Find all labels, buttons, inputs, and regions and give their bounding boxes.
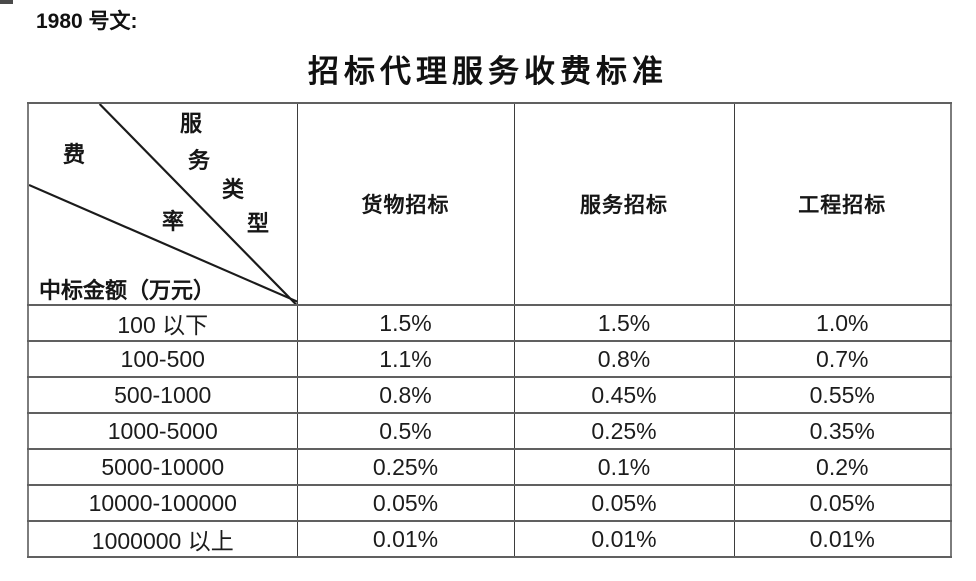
rate-value: 0.25% [513, 412, 735, 450]
table-row: 5000-10000 0.25% 0.1% 0.2% [27, 448, 952, 486]
table-row: 1000-5000 0.5% 0.25% 0.35% [27, 412, 952, 450]
table-corner-cell: 服 务 类 型 费 率 中标金额（万元） [27, 102, 298, 306]
row-label: 500-1000 [27, 376, 298, 414]
rate-value: 1.1% [296, 340, 515, 378]
rate-value: 0.01% [513, 520, 735, 558]
rate-value: 0.05% [733, 484, 952, 522]
column-header-goods: 货物招标 [296, 102, 515, 306]
diagonal-divider-lines [29, 105, 296, 303]
rate-value: 0.45% [513, 376, 735, 414]
corner-axis-char: 务 [188, 148, 211, 173]
page-title: 招标代理服务收费标准 [308, 54, 668, 89]
rate-value: 1.0% [733, 304, 952, 342]
rate-value: 0.5% [296, 412, 515, 450]
corner-axis-char: 率 [162, 209, 185, 234]
column-header-services: 服务招标 [513, 102, 735, 306]
rate-value: 0.25% [296, 448, 515, 486]
row-label: 1000000 以上 [27, 520, 298, 558]
row-label: 10000-100000 [27, 484, 298, 522]
column-header-engineering: 工程招标 [733, 102, 952, 306]
corner-axis-char: 费 [63, 142, 86, 167]
table-row: 1000000 以上 0.01% 0.01% 0.01% [27, 520, 952, 558]
row-label: 100-500 [27, 340, 298, 378]
rate-value: 0.05% [296, 484, 515, 522]
rate-value: 0.55% [733, 376, 952, 414]
rate-value: 0.01% [733, 520, 952, 558]
corner-axis-char: 类 [222, 177, 245, 202]
rate-value: 0.35% [733, 412, 952, 450]
rate-value: 0.05% [513, 484, 735, 522]
rate-value: 1.5% [296, 304, 515, 342]
corner-axis-char: 服 [180, 111, 203, 136]
rate-value: 1.5% [513, 304, 735, 342]
rate-value: 0.1% [513, 448, 735, 486]
page-edge-artifact [0, 0, 13, 4]
corner-axis-char: 型 [247, 211, 270, 236]
row-label: 5000-10000 [27, 448, 298, 486]
table-row: 10000-100000 0.05% 0.05% 0.05% [27, 484, 952, 522]
table-row: 100-500 1.1% 0.8% 0.7% [27, 340, 952, 378]
row-label: 100 以下 [27, 304, 298, 342]
rate-value: 0.8% [513, 340, 735, 378]
rate-value: 0.2% [733, 448, 952, 486]
rate-value: 0.01% [296, 520, 515, 558]
doc-number-label: 1980 号文: [36, 10, 138, 33]
header-row: 服 务 类 型 费 率 中标金额（万元） 货物招标 服务招标 工程招标 [27, 102, 952, 306]
fee-standard-table: 服 务 类 型 费 率 中标金额（万元） 货物招标 服务招标 工程招标 100 … [27, 102, 952, 558]
table-row: 500-1000 0.8% 0.45% 0.55% [27, 376, 952, 414]
rate-value: 0.7% [733, 340, 952, 378]
corner-amount-axis-label: 中标金额（万元） [39, 278, 216, 303]
row-label: 1000-5000 [27, 412, 298, 450]
table-row: 100 以下 1.5% 1.5% 1.0% [27, 304, 952, 342]
rate-value: 0.8% [296, 376, 515, 414]
